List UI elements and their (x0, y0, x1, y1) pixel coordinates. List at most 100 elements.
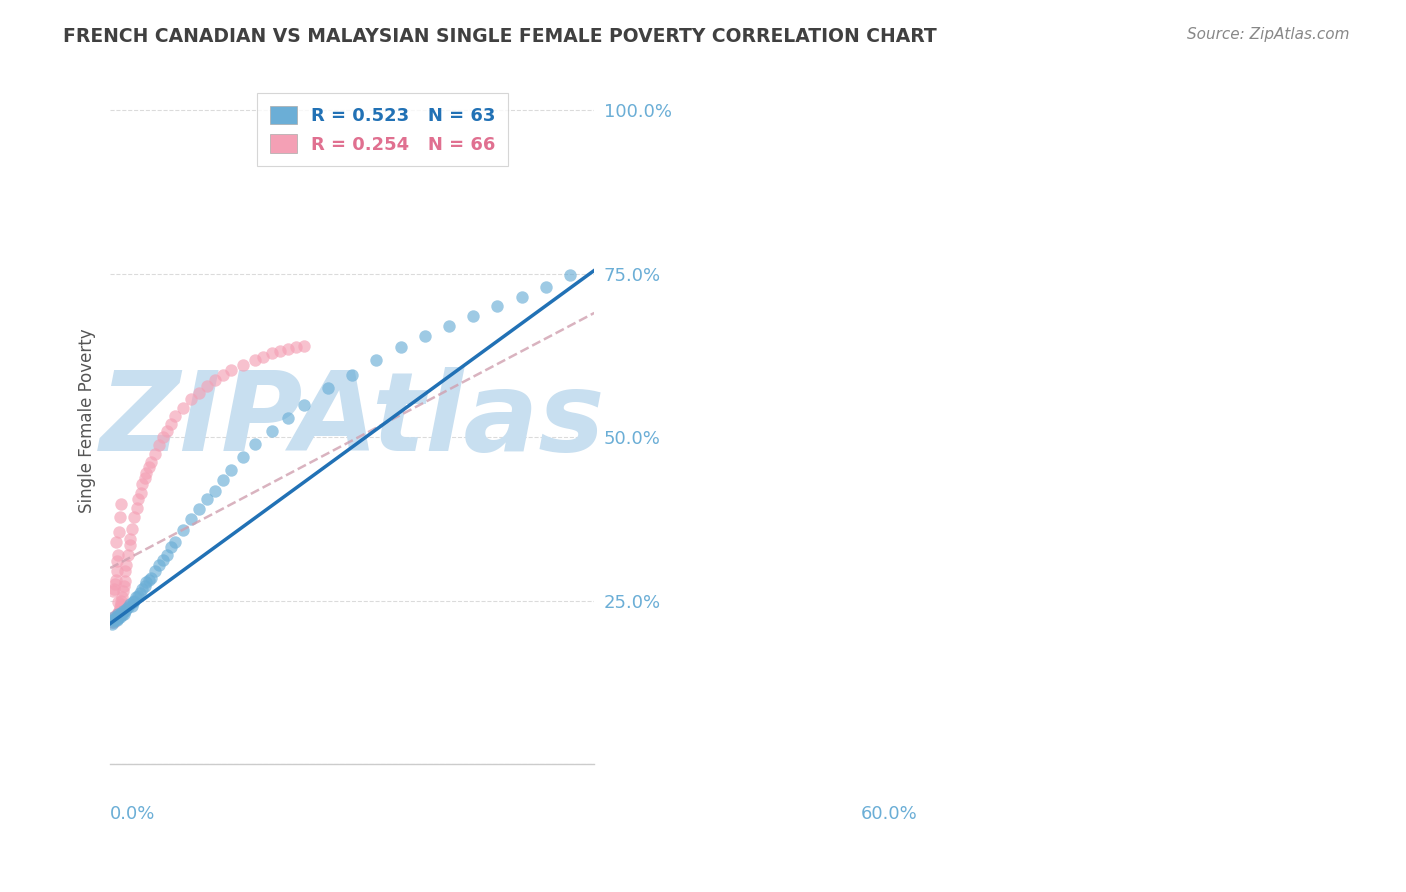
Point (195, 379, 218, 393)
Point (124, 510, 146, 524)
Point (104, 612, 127, 626)
Point (232, 450, 254, 464)
Point (195, 492, 218, 507)
Point (187, 385, 209, 400)
Point (252, 351, 274, 365)
Point (534, 279, 557, 293)
Point (112, 583, 135, 598)
Point (172, 401, 194, 415)
Point (105, 613, 128, 627)
Point (112, 603, 135, 617)
Point (212, 473, 235, 487)
Point (135, 466, 157, 480)
Point (134, 579, 156, 593)
Point (115, 558, 138, 572)
Point (120, 532, 142, 546)
Point (111, 591, 134, 605)
Point (110, 606, 132, 620)
Point (180, 512, 202, 526)
Point (107, 554, 129, 568)
Point (139, 455, 162, 469)
Text: 0.0%: 0.0% (110, 805, 156, 823)
Point (127, 492, 149, 507)
Point (127, 589, 149, 603)
Point (117, 548, 139, 562)
Point (108, 603, 131, 617)
Point (121, 595, 143, 609)
Point (103, 615, 125, 629)
Point (152, 553, 174, 567)
Point (232, 358, 254, 372)
Point (107, 612, 129, 626)
Point (204, 483, 226, 498)
Point (115, 601, 138, 615)
Point (118, 538, 141, 552)
Point (510, 289, 533, 303)
Point (121, 522, 143, 536)
Point (292, 397, 315, 411)
Text: 60.0%: 60.0% (860, 805, 917, 823)
Point (103, 615, 125, 629)
Point (110, 607, 132, 621)
Point (131, 582, 153, 596)
Point (342, 368, 364, 382)
Point (219, 463, 242, 477)
Point (413, 328, 436, 343)
Point (107, 548, 129, 562)
Point (143, 564, 166, 578)
Point (366, 353, 388, 368)
Point (172, 523, 194, 537)
Point (111, 608, 134, 623)
Point (105, 608, 128, 623)
Point (159, 540, 181, 554)
Point (104, 577, 127, 591)
Point (103, 610, 125, 624)
Point (107, 607, 129, 621)
Point (139, 571, 162, 585)
Y-axis label: Single Female Poverty: Single Female Poverty (79, 328, 96, 513)
Point (110, 593, 132, 607)
Point (110, 597, 132, 611)
Point (104, 613, 127, 627)
Point (156, 548, 179, 562)
Point (108, 510, 131, 524)
Point (125, 500, 148, 515)
Text: Source: ZipAtlas.com: Source: ZipAtlas.com (1187, 27, 1350, 42)
Point (108, 524, 131, 539)
Point (204, 373, 226, 387)
Point (104, 611, 127, 625)
Point (100, 616, 122, 631)
Point (463, 309, 485, 323)
Point (100, 615, 122, 629)
Point (143, 446, 166, 460)
Point (129, 485, 152, 500)
Point (134, 471, 156, 485)
Point (105, 564, 128, 578)
Point (107, 611, 129, 625)
Point (112, 579, 135, 593)
Point (486, 299, 509, 313)
Point (163, 409, 186, 424)
Point (148, 438, 170, 452)
Point (316, 381, 339, 395)
Point (558, 268, 581, 282)
Point (389, 340, 412, 354)
Point (156, 424, 179, 438)
Point (103, 582, 125, 596)
Point (103, 612, 125, 626)
Point (135, 575, 157, 590)
Point (148, 558, 170, 572)
Point (114, 564, 136, 578)
Point (138, 573, 160, 587)
Point (103, 610, 125, 624)
Point (269, 343, 291, 358)
Point (104, 610, 127, 624)
Point (101, 613, 124, 627)
Point (104, 573, 127, 587)
Point (284, 340, 307, 354)
Point (114, 574, 136, 588)
Point (107, 607, 129, 621)
Point (104, 534, 127, 549)
Point (108, 608, 131, 623)
Text: ZIPAtlas: ZIPAtlas (100, 368, 605, 475)
